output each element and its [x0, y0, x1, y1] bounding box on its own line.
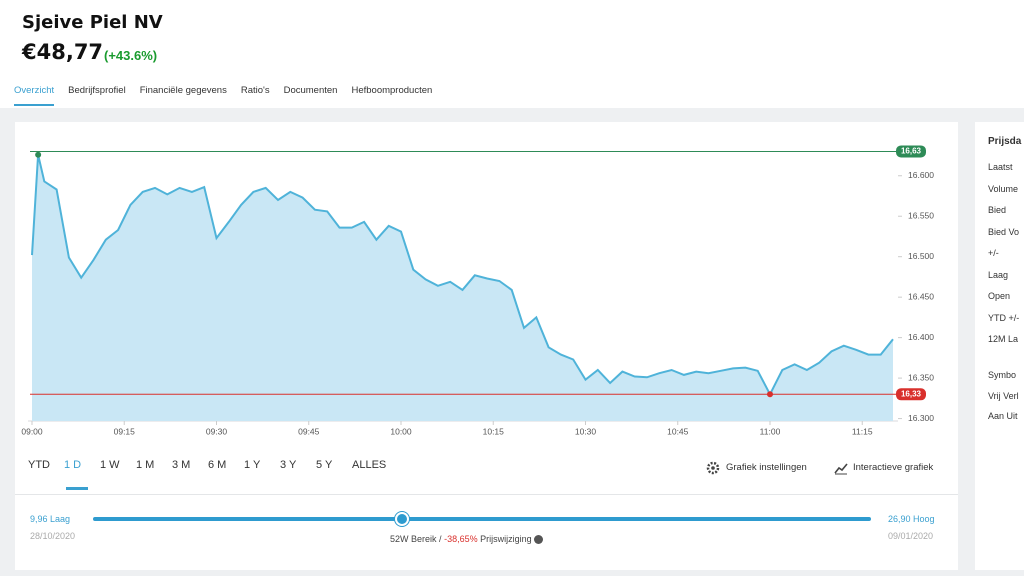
price: €48,77	[22, 40, 104, 64]
x-tick-label: 10:30	[575, 426, 597, 436]
period-selector: YTD 1 D 1 W 1 M 3 M 6 M 1 Y 3 Y 5 Y ALLE…	[28, 459, 388, 471]
tab[interactable]: Financiële gegevens	[139, 85, 227, 96]
divider	[15, 494, 958, 495]
period-button[interactable]: 1 Y	[244, 459, 261, 471]
y-tick-label: 16.400	[908, 332, 934, 342]
period-button[interactable]: 3 Y	[280, 459, 297, 471]
side-row-label: Vrij Verl	[988, 390, 1019, 401]
period-button[interactable]: 3 M	[172, 459, 191, 471]
range-high: 26,90 Hoog	[888, 514, 935, 524]
period-button[interactable]: 1 M	[136, 459, 155, 471]
side-row-label: Symbo	[988, 370, 1017, 380]
side-title: Prijsda	[988, 136, 1022, 147]
range-change-label: Prijswijziging	[480, 534, 532, 544]
side-row-label: Open	[988, 291, 1011, 301]
price-change: (+43.6%)	[104, 48, 158, 63]
range-high-date: 09/01/2020	[888, 531, 934, 541]
side-row-label: 12M La	[988, 334, 1019, 344]
x-tick-label: 09:00	[21, 426, 43, 436]
side-row-label: Laatst	[988, 162, 1013, 172]
tab-bar: Overzicht Bedrijfsprofiel Financiële geg…	[14, 85, 432, 106]
chart-icon	[834, 463, 848, 475]
x-tick-label: 10:00	[390, 426, 412, 436]
side-row-label: Laag	[988, 269, 1009, 280]
range-caption: 52W Bereik / -38,65% Prijswijziging	[390, 534, 544, 545]
high-line-badge	[896, 145, 926, 158]
range-sep: /	[439, 534, 442, 544]
side-row-label: Volume	[988, 183, 1019, 194]
period-button[interactable]: ALLES	[352, 459, 387, 471]
range-low-date: 28/10/2020	[30, 531, 76, 541]
side-row-label: YTD +/-	[988, 312, 1020, 323]
side-row-label: Bied Vo	[988, 226, 1020, 237]
low-dot	[767, 391, 773, 398]
side-card	[975, 122, 1024, 570]
y-tick-label: 16.600	[908, 170, 934, 180]
tab[interactable]: Bedrijfsprofiel	[68, 85, 126, 96]
y-tick-label: 16.350	[908, 372, 934, 382]
range-change: -38,65%	[444, 534, 478, 544]
range-knob[interactable]	[395, 512, 409, 526]
low-line-badge-label: 16,33	[901, 389, 922, 398]
gear-icon	[706, 461, 720, 475]
x-tick-label: 10:45	[667, 426, 689, 436]
range-track	[93, 517, 871, 521]
range-low: 9,96 Laag	[30, 514, 71, 524]
x-tick-label: 09:45	[298, 426, 320, 436]
selected-indicator	[66, 487, 88, 490]
period-button[interactable]: 6 M	[208, 459, 227, 471]
tab[interactable]: Ratio's	[240, 85, 270, 96]
period-button[interactable]: 1 D	[64, 459, 82, 471]
tool-button[interactable]: Interactieve grafiek	[853, 462, 934, 473]
tab[interactable]: Hefboomproducten	[351, 85, 433, 96]
tool-button[interactable]: Grafiek instellingen	[726, 462, 807, 473]
low-line-badge	[896, 388, 926, 401]
period-button[interactable]: 1 W	[100, 459, 120, 471]
price-area	[32, 154, 893, 421]
chart: 16.600 16.550 16.500 16.450 16.400 16.350 16.3…	[21, 145, 934, 436]
period-button[interactable]: YTD	[28, 459, 50, 471]
period-button[interactable]: 5 Y	[316, 459, 333, 471]
help-icon[interactable]	[534, 535, 544, 545]
high-dot	[35, 151, 42, 158]
x-tick-label: 09:30	[206, 426, 228, 436]
high-line-badge-label: 16,63	[901, 147, 922, 156]
x-tick-label: 10:15	[483, 426, 505, 436]
tab[interactable]: Overzicht	[14, 85, 55, 106]
y-tick-label: 16.550	[908, 210, 934, 220]
company-title: Sjeive Piel NV	[22, 12, 163, 33]
x-tick-label: 09:15	[114, 426, 136, 436]
side-row-label: +/-	[988, 248, 999, 258]
range-label: 52W Bereik	[390, 534, 437, 544]
tab[interactable]: Documenten	[283, 85, 338, 96]
x-tick-label: 11:15	[852, 426, 873, 436]
y-tick-label: 16.450	[908, 291, 934, 301]
x-tick-label: 11:00	[760, 426, 781, 436]
price-line	[31, 154, 894, 397]
side-row-label: Aan Uit	[988, 411, 1018, 421]
y-tick-label: 16.500	[908, 251, 934, 261]
side-row-label: Bied	[988, 205, 1007, 215]
y-tick-label: 16.300	[908, 413, 934, 423]
